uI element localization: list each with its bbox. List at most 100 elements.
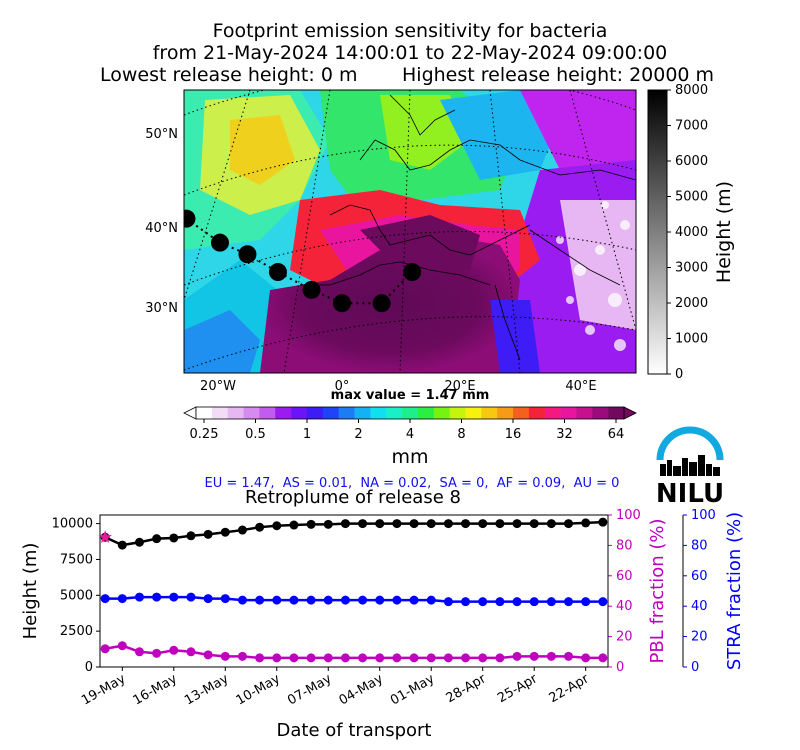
series-point bbox=[529, 651, 539, 661]
series-point bbox=[581, 653, 591, 663]
footprint-map bbox=[184, 90, 636, 373]
series-point bbox=[117, 641, 127, 651]
y-left-tick-label: 7500 bbox=[60, 552, 93, 567]
series-point bbox=[203, 529, 213, 539]
release-point bbox=[268, 263, 287, 282]
series-point bbox=[443, 519, 453, 529]
x-tick-label: 10-May bbox=[234, 671, 283, 708]
series-point bbox=[564, 597, 574, 607]
series-point bbox=[358, 653, 368, 663]
y-axis-right2-label: STRA fraction (%) bbox=[724, 512, 745, 670]
colorbar-cell bbox=[497, 407, 514, 419]
colorbar-cell bbox=[354, 407, 371, 419]
series-point bbox=[134, 537, 144, 547]
series-point bbox=[220, 651, 230, 661]
series-point bbox=[495, 597, 505, 607]
x-tick-label: 25-Apr bbox=[495, 671, 541, 706]
footprint-unit: mm bbox=[391, 446, 429, 468]
colorbar-cell bbox=[513, 407, 530, 419]
colorbar-cell bbox=[528, 407, 546, 419]
footprint-colorbar-tick-label: 32 bbox=[556, 427, 573, 442]
series-point bbox=[358, 519, 368, 529]
y-left-tick-label: 5000 bbox=[60, 588, 93, 603]
series-point bbox=[100, 644, 110, 654]
series-point bbox=[306, 519, 316, 529]
series-point bbox=[323, 653, 333, 663]
y-right2-tick-label: 60 bbox=[691, 569, 708, 584]
series-point bbox=[598, 597, 608, 607]
lon-label-20e: 20°E bbox=[444, 379, 475, 394]
y-right2-tick-label: 0 bbox=[691, 660, 699, 675]
height-colorbar: 8000 7000 6000 5000 4000 3000 2000 1000 0 Height… bbox=[647, 83, 735, 382]
series-point bbox=[117, 594, 127, 604]
colorbar-cell bbox=[402, 407, 419, 419]
y-left-tick-label: 10000 bbox=[52, 517, 93, 532]
series-point bbox=[546, 519, 556, 529]
series-point bbox=[443, 597, 453, 607]
colorbar-cell bbox=[386, 407, 403, 419]
series-point bbox=[272, 653, 282, 663]
footprint-colorbar-tick-label: 16 bbox=[505, 427, 522, 442]
colorbar-cell bbox=[196, 407, 213, 419]
series-point bbox=[392, 519, 402, 529]
region-values: EU = 1.47, AS = 0.01, NA = 0.02, SA = 0,… bbox=[204, 476, 620, 491]
series-point bbox=[478, 519, 488, 529]
colorbar-cell bbox=[449, 407, 466, 419]
colorbar-cell bbox=[433, 407, 450, 419]
footprint-colorbar-tick-label: 2 bbox=[354, 427, 362, 442]
colorbar-cell bbox=[592, 407, 609, 419]
series-point bbox=[203, 650, 213, 660]
colorbar-cell bbox=[608, 407, 625, 419]
series-point bbox=[375, 595, 385, 605]
y-right2-tick-label: 40 bbox=[691, 599, 708, 614]
footprint-colorbar: 0.25 0.5 1 2 4 8 16 32 64 bbox=[183, 406, 637, 442]
series-point bbox=[375, 653, 385, 663]
series-point bbox=[152, 534, 162, 544]
release-trajectory-line bbox=[185, 217, 413, 305]
x-tick-label: 16-May bbox=[131, 671, 180, 708]
series-point bbox=[478, 597, 488, 607]
lon-label-0: 0° bbox=[335, 379, 350, 394]
lat-label-40n: 40°N bbox=[145, 221, 178, 236]
y-right2-tick-label: 80 bbox=[691, 538, 708, 553]
series-point bbox=[461, 653, 471, 663]
x-tick-label: 22-Apr bbox=[547, 671, 593, 706]
x-axis-label: Date of transport bbox=[277, 720, 432, 741]
height-colorbar-tick-label: 2000 bbox=[675, 296, 708, 311]
series-point bbox=[255, 522, 265, 532]
footprint-colorbar-tick-label: 64 bbox=[608, 427, 625, 442]
footprint-colorbar-tick-label: 0.25 bbox=[190, 427, 219, 442]
x-tick-label: 07-May bbox=[285, 671, 334, 708]
footprint-colorbar-tick-label: 0.5 bbox=[245, 427, 266, 442]
series-point bbox=[340, 519, 350, 529]
series-point bbox=[409, 595, 419, 605]
series-point bbox=[169, 592, 179, 602]
series-point bbox=[495, 519, 505, 529]
retroplume-title: Retroplume of release 8 bbox=[245, 487, 461, 508]
y-right2-tick-label: 20 bbox=[691, 630, 708, 645]
height-colorbar-tick-label: 8000 bbox=[675, 83, 708, 98]
colorbar-cell bbox=[243, 407, 260, 419]
colorbar-cell bbox=[544, 407, 561, 419]
footprint-colorbar-tick-label: 4 bbox=[406, 427, 414, 442]
series-point bbox=[186, 531, 196, 541]
colorbar-cell bbox=[227, 407, 244, 419]
series-point bbox=[152, 648, 162, 658]
y-left-tick-label: 2500 bbox=[60, 624, 93, 639]
y-axis-left-label: Height (m) bbox=[20, 543, 41, 640]
max-value-text: max value = 1.47 mm bbox=[330, 388, 490, 403]
figure-title-line-2: from 21-May-2024 14:00:01 to 22-May-2024… bbox=[152, 42, 668, 64]
series-point bbox=[512, 651, 522, 661]
series-point bbox=[272, 595, 282, 605]
series-point bbox=[306, 653, 316, 663]
series-point bbox=[289, 520, 299, 530]
series-point bbox=[169, 533, 179, 543]
y-axis-right-label: PBL fraction (%) bbox=[647, 519, 668, 664]
series-point bbox=[323, 519, 333, 529]
series-point bbox=[358, 595, 368, 605]
series-point bbox=[426, 595, 436, 605]
series-point bbox=[203, 594, 213, 604]
map-frame bbox=[183, 89, 637, 374]
series-point bbox=[529, 597, 539, 607]
